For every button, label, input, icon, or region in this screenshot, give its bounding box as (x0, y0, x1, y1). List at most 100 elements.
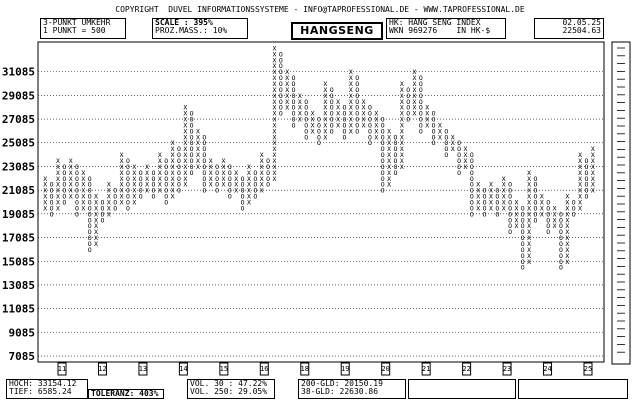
o-mark: O (393, 169, 397, 177)
x-mark: X (171, 151, 175, 159)
x-mark: X (183, 127, 187, 135)
o-mark: O (368, 139, 372, 147)
x-mark: X (158, 169, 162, 177)
o-mark: O (304, 98, 308, 106)
x-mark: X (565, 216, 569, 224)
year-marker-label: 24 (543, 365, 551, 373)
x-mark: X (362, 116, 366, 124)
o-mark: O (508, 181, 512, 189)
tolerance-info: TOLERANZ: 403% (88, 389, 164, 399)
x-mark: X (298, 104, 302, 112)
o-mark: O (495, 204, 499, 212)
o-mark: O (521, 240, 525, 248)
x-mark: X (222, 175, 226, 183)
x-mark: X (527, 169, 531, 177)
x-mark: X (272, 151, 276, 159)
o-mark: O (177, 181, 181, 189)
x-mark: X (272, 133, 276, 141)
x-mark: X (311, 121, 315, 129)
o-mark: O (381, 157, 385, 165)
o-mark: O (368, 104, 372, 112)
x-mark: X (69, 175, 73, 183)
x-mark: X (69, 187, 73, 195)
o-mark: O (368, 133, 372, 141)
o-mark: O (432, 139, 436, 147)
o-mark: O (202, 157, 206, 165)
pnf-column-62: XXX (438, 121, 442, 141)
o-mark: O (470, 175, 474, 183)
x-mark: X (489, 187, 493, 195)
o-mark: O (202, 151, 206, 159)
x-mark: X (476, 199, 480, 207)
x-mark: X (463, 157, 467, 165)
o-mark: O (584, 181, 588, 189)
x-mark: X (120, 193, 124, 201)
x-mark: X (349, 74, 353, 82)
x-mark: X (285, 68, 289, 76)
o-mark: O (343, 110, 347, 118)
o-mark: O (151, 193, 155, 201)
tolerance-label: TOLERANZ: 403% (91, 389, 159, 398)
o-mark: O (534, 204, 538, 212)
o-mark: O (241, 193, 245, 201)
column-layer: XXXXXXOOOOOOXXXXXXXXXOOOOOOOXXXXXXXOOOOO… (43, 44, 595, 271)
o-mark: O (88, 234, 92, 242)
o-mark: O (559, 234, 563, 242)
x-mark: X (578, 199, 582, 207)
x-mark: X (247, 199, 251, 207)
o-mark: O (241, 175, 245, 183)
o-mark: O (406, 116, 410, 124)
year-marker-label: 11 (58, 365, 66, 373)
o-mark: O (483, 187, 487, 195)
x-mark: X (183, 121, 187, 129)
x-mark: X (272, 74, 276, 82)
x-mark: X (272, 62, 276, 70)
o-mark: O (164, 163, 168, 171)
o-mark: O (101, 199, 105, 207)
x-mark: X (247, 187, 251, 195)
o-mark: O (88, 240, 92, 248)
x-mark: X (527, 175, 531, 183)
x-mark: X (349, 104, 353, 112)
x-mark: X (183, 181, 187, 189)
o-mark: O (279, 110, 283, 118)
x-mark: X (323, 104, 327, 112)
x-mark: X (171, 163, 175, 171)
x-mark: X (107, 199, 111, 207)
o-mark: O (279, 98, 283, 106)
o-mark: O (330, 121, 334, 129)
x-mark: X (591, 163, 595, 171)
x-mark: X (132, 163, 136, 171)
x-mark: X (158, 163, 162, 171)
x-mark: X (374, 121, 378, 129)
o-mark: O (75, 199, 79, 207)
x-mark: X (362, 110, 366, 118)
x-mark: X (349, 98, 353, 106)
x-mark: X (336, 110, 340, 118)
o-mark: O (368, 127, 372, 135)
x-mark: X (43, 175, 47, 183)
x-mark: X (272, 80, 276, 88)
o-mark: O (546, 228, 550, 236)
o-mark: O (393, 163, 397, 171)
year-marker-box (381, 362, 391, 376)
o-mark: O (75, 204, 79, 212)
x-mark: X (272, 56, 276, 64)
gld38-label: 38-GLD: 22630.86 (301, 387, 379, 396)
o-mark: O (521, 264, 525, 272)
o-mark: O (126, 163, 130, 171)
x-mark: X (413, 86, 417, 94)
x-mark: X (476, 193, 480, 201)
x-mark: X (43, 187, 47, 195)
instrument-info: HK: HANG SENG INDEX WKN 969276 IN HK-$ (386, 18, 506, 39)
o-mark: O (317, 133, 321, 141)
